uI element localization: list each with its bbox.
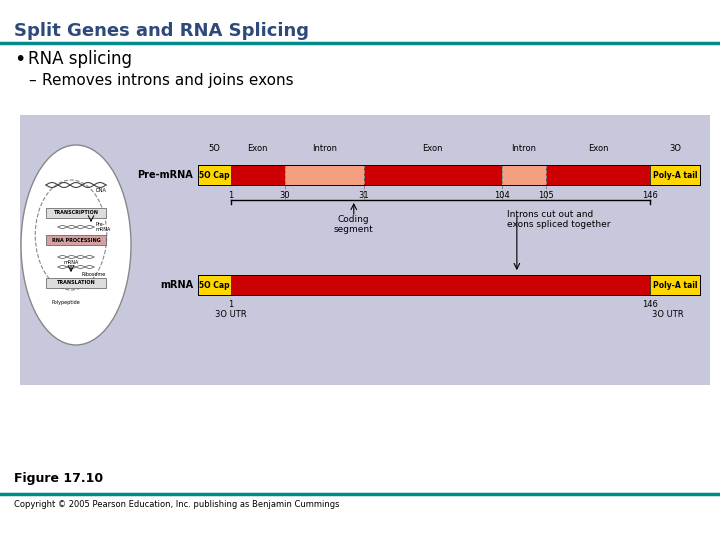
- Text: 5O Cap: 5O Cap: [199, 280, 230, 289]
- Bar: [198, 275, 700, 295]
- Bar: [46, 208, 106, 218]
- Bar: [46, 235, 106, 245]
- Ellipse shape: [21, 145, 131, 345]
- Text: Poly-A tail: Poly-A tail: [652, 280, 697, 289]
- Text: Coding
segment: Coding segment: [334, 215, 374, 234]
- Text: Ribosome: Ribosome: [81, 273, 105, 278]
- Text: Removes introns and joins exons: Removes introns and joins exons: [42, 73, 294, 88]
- Bar: [502, 165, 546, 185]
- Text: Copyright © 2005 Pearson Education, Inc. publishing as Benjamin Cummings: Copyright © 2005 Pearson Education, Inc.…: [14, 500, 340, 509]
- Text: 146: 146: [642, 191, 658, 200]
- Text: •: •: [14, 50, 25, 69]
- Text: Exon: Exon: [248, 144, 268, 153]
- Text: Intron: Intron: [511, 144, 536, 153]
- Text: TRANSCRIPTION: TRANSCRIPTION: [53, 211, 99, 215]
- Text: 104: 104: [494, 191, 510, 200]
- Text: 1: 1: [228, 191, 233, 200]
- Bar: [649, 275, 700, 295]
- Text: Exon: Exon: [588, 144, 608, 153]
- Bar: [198, 165, 230, 185]
- Text: 3O: 3O: [669, 144, 681, 153]
- Text: 31: 31: [359, 191, 369, 200]
- Text: DNA: DNA: [96, 187, 107, 192]
- Bar: [198, 165, 700, 185]
- Bar: [230, 165, 285, 185]
- Text: 1: 1: [228, 300, 233, 309]
- Bar: [546, 165, 650, 185]
- Text: 146: 146: [642, 300, 658, 309]
- Text: –: –: [28, 73, 35, 88]
- Text: RNA PROCESSING: RNA PROCESSING: [52, 238, 100, 242]
- Text: Polypeptide: Polypeptide: [52, 300, 81, 305]
- Text: 5O: 5O: [208, 144, 220, 153]
- Text: TRANSLATION: TRANSLATION: [57, 280, 95, 286]
- Text: Pre-
mRNA: Pre- mRNA: [96, 221, 112, 232]
- Text: Poly-A tail: Poly-A tail: [652, 171, 697, 179]
- Bar: [364, 165, 502, 185]
- Bar: [198, 275, 230, 295]
- Text: 3O UTR: 3O UTR: [215, 310, 246, 319]
- Text: RNA splicing: RNA splicing: [28, 50, 132, 68]
- Text: Pre-mRNA: Pre-mRNA: [138, 170, 193, 180]
- Bar: [20, 115, 710, 385]
- Text: Exon: Exon: [423, 144, 443, 153]
- Bar: [285, 165, 364, 185]
- Bar: [46, 278, 106, 288]
- Text: 30: 30: [279, 191, 290, 200]
- Bar: [230, 275, 649, 295]
- Text: mRNA: mRNA: [160, 280, 193, 290]
- Text: mRNA: mRNA: [63, 260, 78, 266]
- Text: 3O UTR: 3O UTR: [652, 310, 683, 319]
- Text: 105: 105: [539, 191, 554, 200]
- Bar: [649, 165, 700, 185]
- Text: 5O Cap: 5O Cap: [199, 171, 230, 179]
- Text: Split Genes and RNA Splicing: Split Genes and RNA Splicing: [14, 22, 309, 40]
- Text: Intron: Intron: [312, 144, 337, 153]
- Text: Introns cut out and
exons spliced together: Introns cut out and exons spliced togeth…: [507, 210, 611, 230]
- Text: Figure 17.10: Figure 17.10: [14, 472, 103, 485]
